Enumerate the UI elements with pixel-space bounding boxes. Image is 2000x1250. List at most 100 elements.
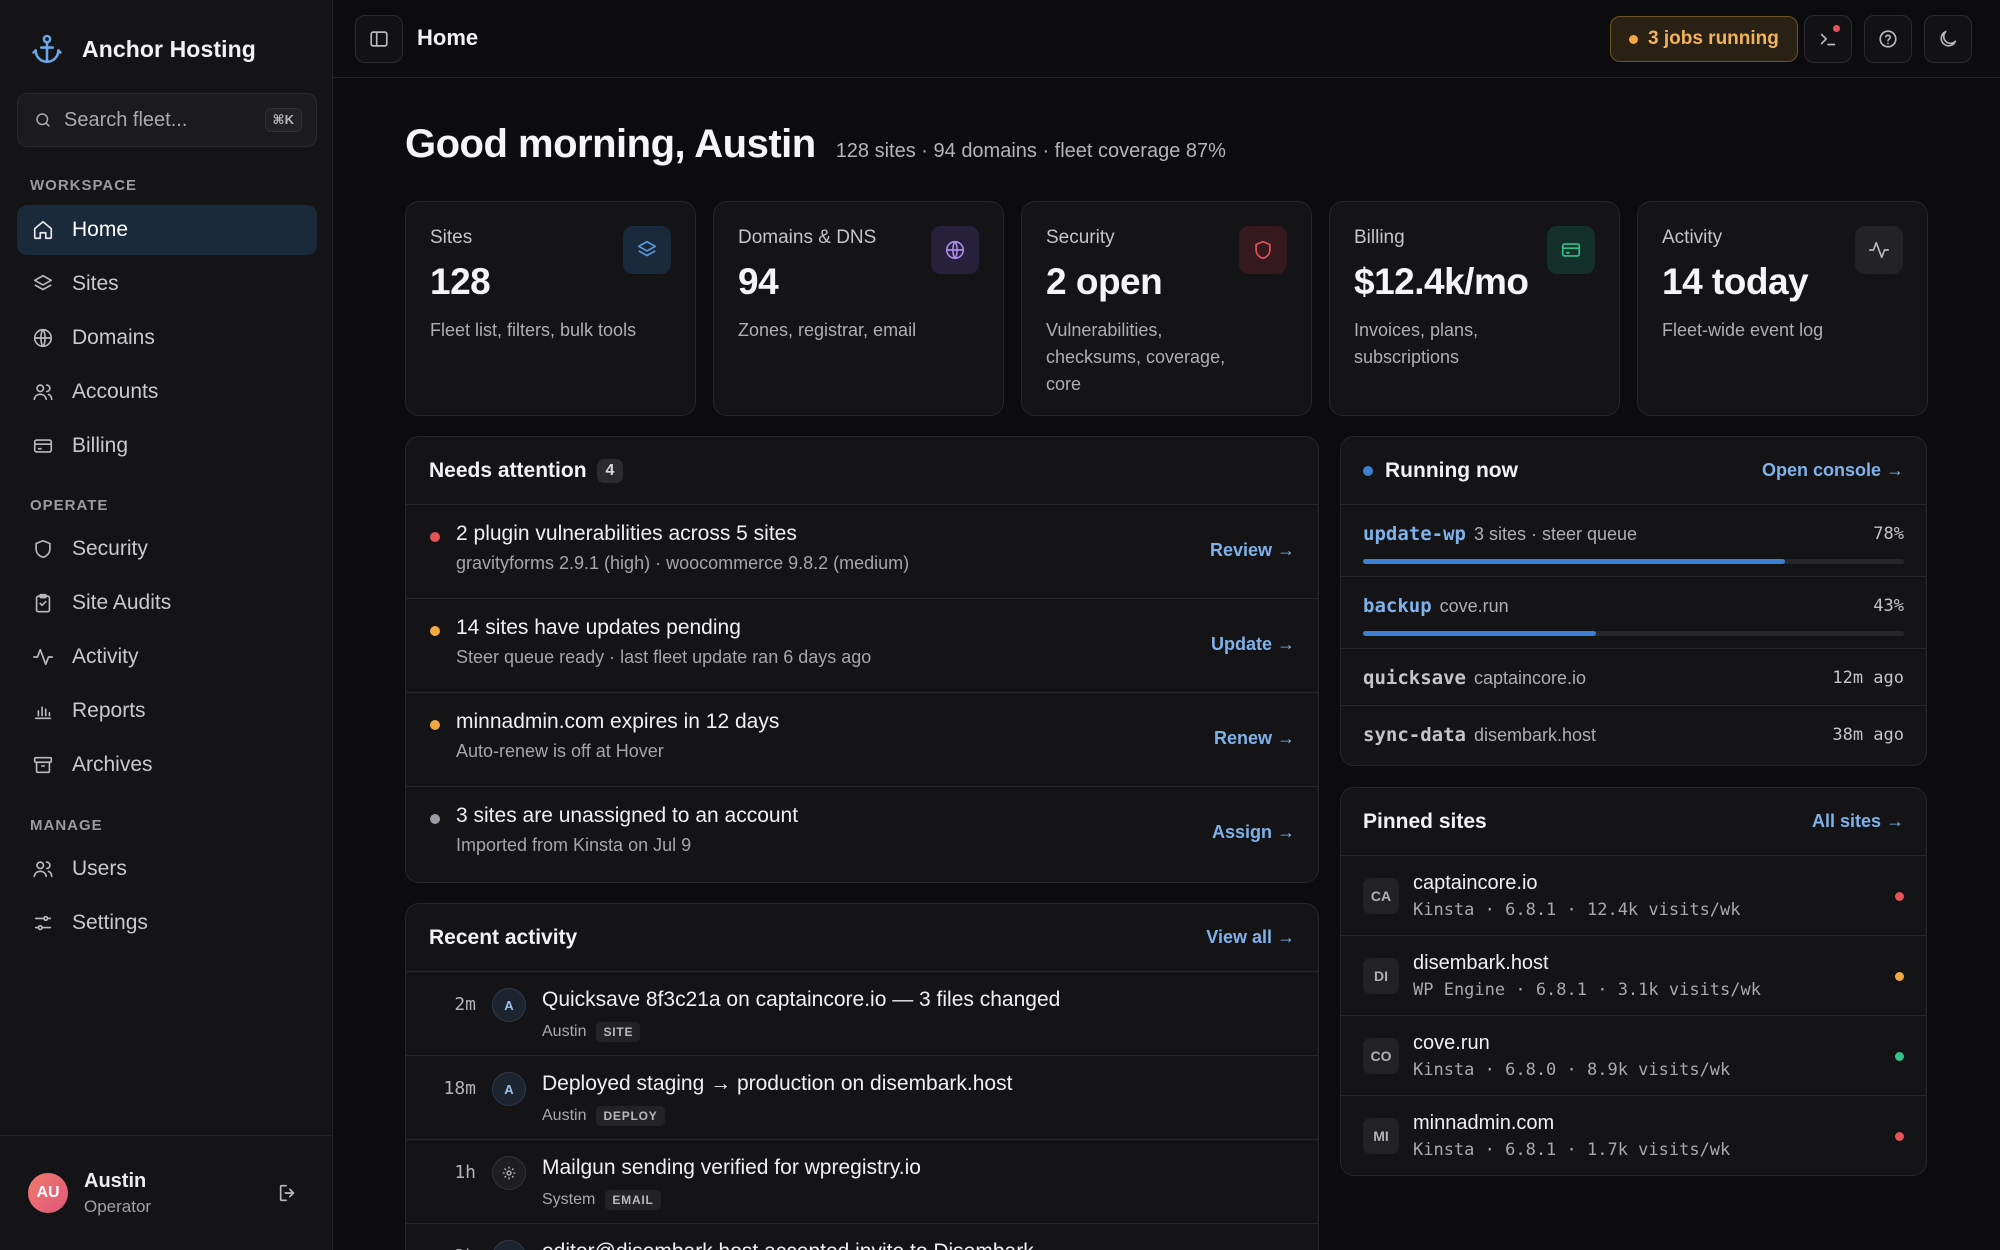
renew-button[interactable]: Renew → [1213, 728, 1295, 748]
users-icon [32, 858, 54, 880]
sidebar-item-billing[interactable]: Billing [17, 421, 317, 471]
activity-actor: System [542, 1191, 596, 1208]
avatar: A [492, 988, 526, 1022]
job-row[interactable]: update-wp 3 sites · steer queue 78% [1341, 505, 1926, 577]
sidebar-item-label: Security [72, 537, 148, 560]
stat-card-domains[interactable]: Domains & DNS 94 Zones, registrar, email [713, 201, 1004, 416]
jobs-running-button[interactable]: 3 jobs running [1610, 16, 1798, 62]
pinned-site-row[interactable]: MI minnadmin.com Kinsta · 6.8.1 · 1.7k v… [1341, 1096, 1926, 1175]
pinned-site-row[interactable]: CO cove.run Kinsta · 6.8.0 · 8.9k visits… [1341, 1016, 1926, 1096]
brand[interactable]: Anchor Hosting [30, 32, 256, 66]
greeting-summary: 128 sites · 94 domains · fleet coverage … [835, 140, 1226, 162]
help-button[interactable] [1864, 15, 1912, 63]
job-name: sync-data [1363, 724, 1466, 746]
activity-title: editor@disembark.host accepted invite to… [542, 1240, 1034, 1250]
credit-card-icon [1547, 226, 1595, 274]
job-name: quicksave [1363, 667, 1466, 689]
theme-toggle-button[interactable] [1924, 15, 1972, 63]
archive-icon [32, 754, 54, 776]
stat-description: Vulnerabilities, checksums, coverage, co… [1046, 320, 1226, 394]
search-input[interactable]: Search fleet... ⌘K [17, 93, 317, 147]
view-all-link[interactable]: View all → [1206, 927, 1295, 947]
site-meta: WP Engine · 6.8.1 · 3.1k visits/wk [1413, 980, 1761, 1000]
activity-meta: Austin DEPLOY [542, 1106, 665, 1126]
needs-attention-panel: Needs attention 4 2 plugin vulnerabiliti… [405, 436, 1319, 883]
section-label-operate: OPERATE [30, 497, 109, 514]
activity-time: 3h [454, 1246, 476, 1250]
sidebar-item-label: Site Audits [72, 591, 172, 614]
stat-label: Security [1046, 227, 1115, 248]
update-button[interactable]: Update → [1210, 634, 1295, 654]
site-meta: Kinsta · 6.8.1 · 12.4k visits/wk [1413, 900, 1741, 920]
sidebar-item-domains[interactable]: Domains [17, 313, 317, 363]
sidebar-item-reports[interactable]: Reports [17, 686, 317, 736]
sidebar-toggle-button[interactable] [355, 15, 403, 63]
console-button[interactable] [1804, 15, 1852, 63]
sidebar-item-archives[interactable]: Archives [17, 740, 317, 790]
logout-icon[interactable] [277, 1182, 299, 1204]
activity-item[interactable]: 3h E editor@disembark.host accepted invi… [406, 1224, 1318, 1250]
job-row[interactable]: sync-data disembark.host 38m ago [1341, 706, 1926, 763]
attention-item: minnadmin.com expires in 12 days Auto-re… [406, 693, 1318, 787]
job-progress-bar [1363, 631, 1904, 636]
sidebar-item-label: Archives [72, 753, 153, 776]
pinned-sites-panel: Pinned sites All sites → CA captaincore.… [1340, 787, 1927, 1176]
sidebar-item-settings[interactable]: Settings [17, 898, 317, 948]
attention-title: 14 sites have updates pending [456, 616, 741, 639]
sidebar-item-sites[interactable]: Sites [17, 259, 317, 309]
stat-card-billing[interactable]: Billing $12.4k/mo Invoices, plans, subsc… [1329, 201, 1620, 416]
credit-card-icon [32, 435, 54, 457]
sidebar-item-label: Home [72, 218, 129, 241]
job-description: disembark.host [1473, 725, 1597, 745]
stat-card-sites[interactable]: Sites 128 Fleet list, filters, bulk tool… [405, 201, 696, 416]
sidebar-item-label: Reports [72, 699, 146, 722]
pinned-site-row[interactable]: DI disembark.host WP Engine · 6.8.1 · 3.… [1341, 936, 1926, 1016]
stat-label: Activity [1662, 227, 1723, 248]
stat-card-activity[interactable]: Activity 14 today Fleet-wide event log [1637, 201, 1928, 416]
stat-card-security[interactable]: Security 2 open Vulnerabilities, checksu… [1021, 201, 1312, 416]
panel-title: Running now [1385, 458, 1518, 482]
activity-meta: Austin SITE [542, 1022, 641, 1042]
site-avatar: CO [1363, 1038, 1399, 1074]
job-row[interactable]: backup cove.run 43% [1341, 577, 1926, 649]
moon-icon [1940, 30, 1957, 47]
site-name: disembark.host [1413, 952, 1549, 974]
assign-button[interactable]: Assign → [1211, 822, 1295, 842]
site-status-dot [1895, 1052, 1904, 1061]
review-button[interactable]: Review → [1209, 540, 1295, 560]
pinned-site-row[interactable]: CA captaincore.io Kinsta · 6.8.1 · 12.4k… [1341, 856, 1926, 936]
open-console-link[interactable]: Open console → [1761, 460, 1904, 480]
page-title: Home [417, 25, 479, 50]
sidebar-item-users[interactable]: Users [17, 844, 317, 894]
sidebar-item-accounts[interactable]: Accounts [17, 367, 317, 417]
sidebar-item-home[interactable]: Home [17, 205, 317, 255]
layers-icon [32, 273, 54, 295]
panel-title: Recent activity [429, 925, 578, 949]
layers-icon [623, 226, 671, 274]
activity-item[interactable]: 18m A Deployed staging → production on d… [406, 1056, 1318, 1140]
stat-label: Domains & DNS [738, 227, 877, 248]
activity-item[interactable]: 2m A Quicksave 8f3c21a on captaincore.io… [406, 972, 1318, 1056]
activity-title: Quicksave 8f3c21a on captaincore.io — 3 … [542, 988, 1061, 1011]
job-row[interactable]: quicksave captaincore.io 12m ago [1341, 649, 1926, 706]
stat-value: 14 today [1662, 261, 1809, 302]
site-name: captaincore.io [1413, 872, 1538, 894]
sidebar-item-security[interactable]: Security [17, 524, 317, 574]
sidebar-item-activity[interactable]: Activity [17, 632, 317, 682]
stat-description: Invoices, plans, subscriptions [1354, 320, 1479, 367]
topbar: Home 3 jobs running [333, 0, 2000, 78]
activity-time: 18m [443, 1078, 476, 1099]
job-progress-fill [1363, 559, 1785, 564]
greeting-title: Good morning, Austin [405, 122, 816, 166]
attention-subtitle: Steer queue ready · last fleet update ra… [456, 647, 872, 667]
activity-actor: Austin [542, 1023, 587, 1040]
sidebar-item-label: Sites [72, 272, 119, 295]
sidebar-item-site-audits[interactable]: Site Audits [17, 578, 317, 628]
activity-tag: EMAIL [605, 1190, 661, 1210]
activity-item[interactable]: 1h Mailgun sending verified for wpregist… [406, 1140, 1318, 1224]
sidebar: Anchor Hosting Search fleet... ⌘K WORKSP… [0, 0, 333, 1250]
all-sites-link[interactable]: All sites → [1811, 811, 1904, 831]
site-status-dot [1895, 892, 1904, 901]
user-profile[interactable]: AU Austin Operator [0, 1135, 333, 1250]
gear-icon [492, 1156, 526, 1190]
